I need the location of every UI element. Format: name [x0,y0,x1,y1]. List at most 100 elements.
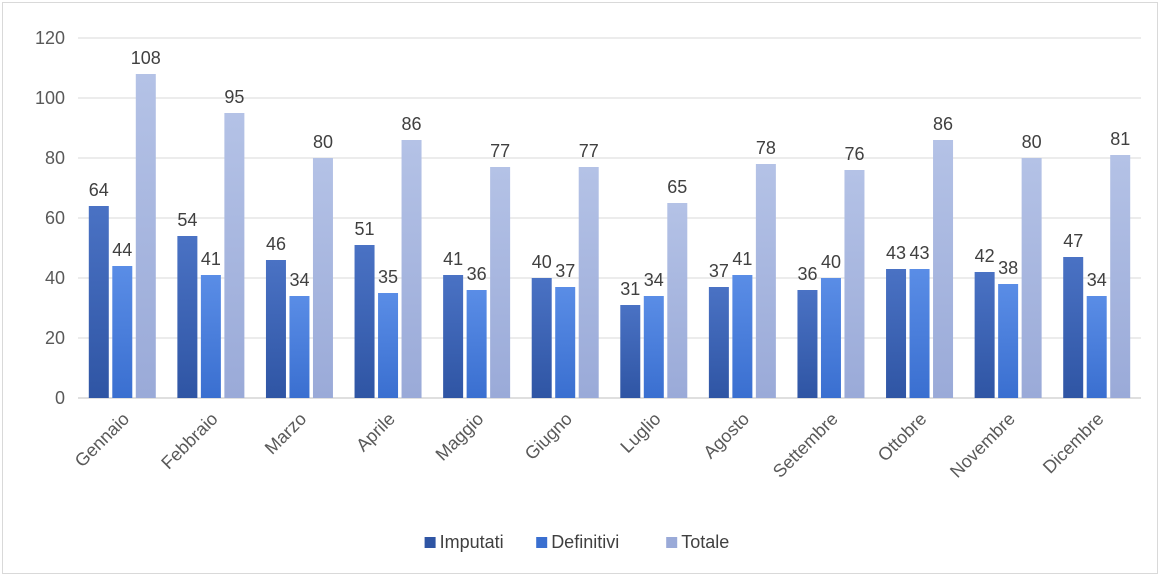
y-tick-label: 0 [55,388,65,408]
legend-label-imputati: Imputati [440,532,504,552]
data-label: 108 [131,48,161,68]
x-tick-label: Novembre [946,409,1019,482]
bar-imputati-novembre [974,272,995,398]
bar-imputati-agosto [708,287,729,398]
x-tick-label: Febbraio [157,409,221,473]
bar-imputati-luglio [620,305,641,398]
data-label: 42 [975,246,995,266]
bar-totale-dicembre [1110,155,1131,398]
x-tick-label: Giugno [521,409,576,464]
data-label: 43 [886,243,906,263]
data-label: 34 [644,270,664,290]
bar-imputati-maggio [443,275,464,398]
data-label: 35 [378,267,398,287]
x-tick-label: Aprile [352,409,399,456]
data-label: 86 [402,114,422,134]
data-label: 36 [797,264,817,284]
bar-totale-novembre [1021,158,1042,398]
y-tick-label: 20 [45,328,65,348]
bar-totale-febbraio [224,113,245,398]
data-label: 64 [89,180,109,200]
data-label: 46 [266,234,286,254]
bar-definitivi-agosto [732,275,753,398]
bar-definitivi-giugno [555,287,576,398]
data-label: 54 [177,210,197,230]
y-axis-ticks: 0 20 40 60 80 100 120 [35,28,65,408]
data-label: 95 [224,87,244,107]
bar-definitivi-aprile [378,293,399,398]
data-label: 34 [289,270,309,290]
bar-totale-settembre [844,170,865,398]
data-label: 81 [1110,129,1130,149]
data-label: 38 [998,258,1018,278]
bar-imputati-ottobre [886,269,907,398]
gridlines [78,37,1141,399]
bar-definitivi-luglio [643,296,664,398]
bar-totale-aprile [401,140,422,398]
x-tick-label: Luglio [617,409,665,457]
data-label: 40 [821,252,841,272]
bar-definitivi-dicembre [1086,296,1107,398]
y-tick-label: 40 [45,268,65,288]
data-label: 34 [1087,270,1107,290]
bar-definitivi-marzo [289,296,310,398]
bar-definitivi-maggio [466,290,487,398]
data-label: 47 [1063,231,1083,251]
bar-imputati-settembre [797,290,818,398]
data-label: 65 [667,177,687,197]
bar-totale-ottobre [933,140,954,398]
bar-totale-luglio [667,203,688,398]
data-label: 76 [844,144,864,164]
bar-definitivi-settembre [820,278,841,398]
x-tick-label: Ottobre [874,409,931,466]
x-tick-label: Dicembre [1039,409,1108,478]
bar-totale-agosto [755,164,776,398]
x-tick-label: Settembre [769,409,842,482]
legend: Imputati Definitivi Totale [424,532,729,552]
x-tick-label: Marzo [261,409,311,459]
data-label: 86 [933,114,953,134]
legend-label-definitivi: Definitivi [551,532,619,552]
y-tick-label: 60 [45,208,65,228]
data-label: 41 [732,249,752,269]
bar-imputati-dicembre [1063,257,1084,398]
data-label: 36 [467,264,487,284]
bar-imputati-marzo [265,260,286,398]
legend-label-totale: Totale [681,532,729,552]
x-tick-label: Gennaio [71,409,133,471]
bar-definitivi-novembre [998,284,1019,398]
data-label: 77 [490,141,510,161]
data-label: 37 [555,261,575,281]
bar-definitivi-gennaio [112,266,133,398]
y-tick-label: 100 [35,88,65,108]
bar-definitivi-febbraio [200,275,221,398]
legend-swatch-totale [666,537,678,548]
data-label: 51 [355,219,375,239]
data-label: 80 [1022,132,1042,152]
bar-imputati-giugno [531,278,552,398]
data-label: 78 [756,138,776,158]
bar-imputati-aprile [354,245,375,398]
bar-imputati-gennaio [88,206,109,398]
bars [88,74,1131,398]
data-label: 80 [313,132,333,152]
x-tick-label: Maggio [432,409,488,465]
bar-totale-maggio [490,167,511,398]
x-tick-label: Agosto [699,409,753,463]
bar-definitivi-ottobre [909,269,930,398]
legend-swatch-imputati [424,537,436,548]
data-label: 37 [709,261,729,281]
bar-totale-gennaio [135,74,156,398]
bar-totale-giugno [578,167,599,398]
x-axis-ticks: Gennaio Febbraio Marzo Aprile Maggio Giugno Lu… [71,409,1108,482]
data-label: 31 [620,279,640,299]
bar-imputati-febbraio [177,236,198,398]
data-label: 77 [579,141,599,161]
data-label: 41 [201,249,221,269]
data-label: 43 [910,243,930,263]
bar-totale-marzo [312,158,333,398]
data-label: 44 [112,240,132,260]
